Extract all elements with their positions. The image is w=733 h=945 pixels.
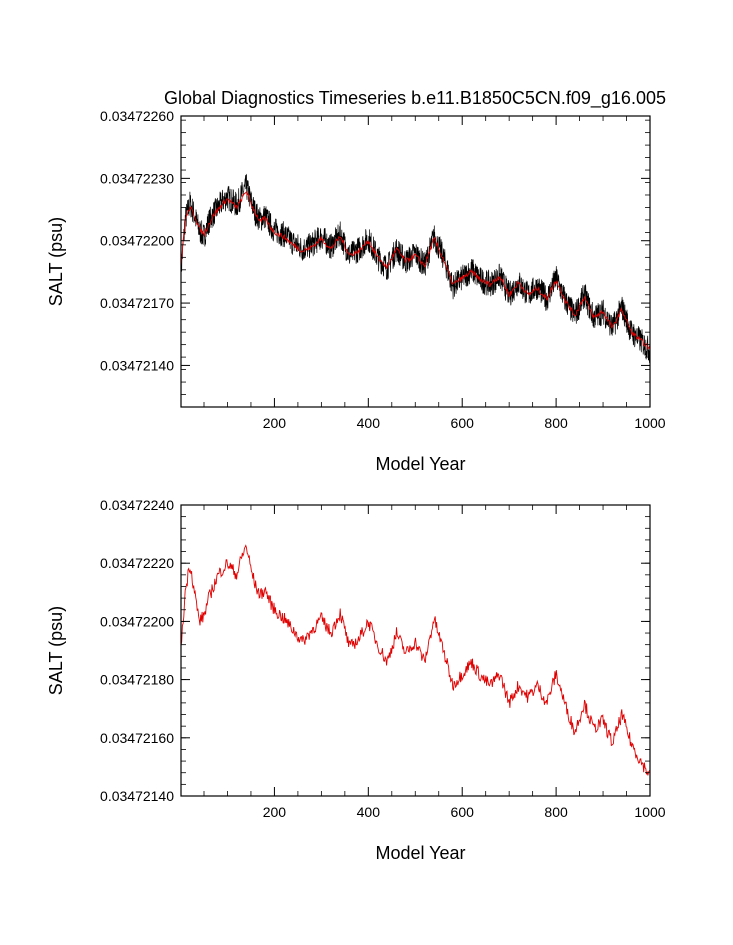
x-tick-label: 800 [544, 804, 568, 820]
x-tick-label: 800 [544, 415, 568, 431]
series-line-0 [180, 173, 651, 363]
x-axis-label: Model Year [375, 454, 465, 474]
x-tick-label: 1000 [634, 804, 665, 820]
y-tick-label: 0.03472230 [100, 170, 174, 186]
series-line-0 [180, 544, 651, 776]
y-tick-label: 0.03472200 [100, 613, 174, 629]
chart-panel-top: 200 400 600 800 1000 0.03472140 0.03472170 0.03… [46, 108, 666, 474]
y-tick-label: 0.03472240 [100, 497, 174, 513]
x-tick-label: 200 [263, 415, 287, 431]
y-tick-label: 0.03472220 [100, 555, 174, 571]
plot-frame [180, 504, 651, 797]
chart-panel-bottom: 200 400 600 800 1000 0.03472140 0.03472160 0.03… [46, 497, 666, 863]
x-tick-label: 600 [451, 804, 475, 820]
x-tick-label: 1000 [634, 415, 665, 431]
figure-title: Global Diagnostics Timeseries b.e11.B185… [164, 88, 666, 109]
y-axis-label: SALT (psu) [46, 606, 66, 695]
x-tick-label: 600 [451, 415, 475, 431]
y-tick-label: 0.03472200 [100, 233, 174, 249]
x-tick-label: 400 [357, 804, 381, 820]
y-tick-label: 0.03472160 [100, 730, 174, 746]
y-tick-label: 0.03472180 [100, 672, 174, 688]
y-tick-label: 0.03472260 [100, 108, 174, 124]
series-line-1 [180, 190, 651, 351]
y-axis-label: SALT (psu) [46, 217, 66, 306]
y-tick-label: 0.03472170 [100, 295, 174, 311]
plot-frame [180, 115, 651, 408]
x-tick-label: 200 [263, 804, 287, 820]
y-tick-label: 0.03472140 [100, 788, 174, 804]
y-tick-label: 0.03472140 [100, 357, 174, 373]
x-axis-label: Model Year [375, 843, 465, 863]
x-tick-label: 400 [357, 415, 381, 431]
